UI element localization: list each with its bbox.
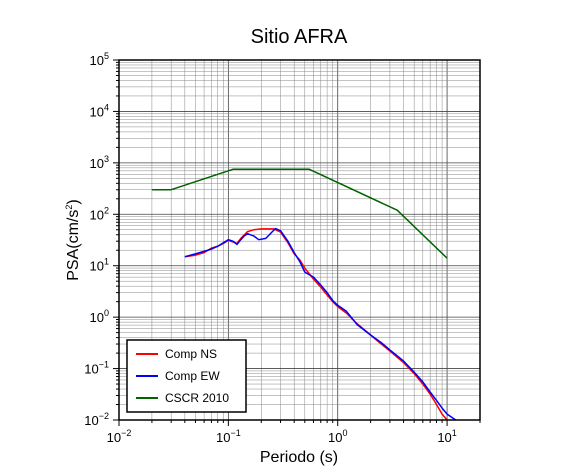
legend-label-cscr: CSCR 2010 <box>165 391 229 405</box>
legend-label-ew: Comp EW <box>165 369 220 383</box>
y-tick-label: 105 <box>90 51 109 68</box>
legend-label-ns: Comp NS <box>165 347 217 361</box>
y-axis-label-close: ) <box>65 199 82 204</box>
y-axis-label-base: PSA(cm/s <box>65 210 82 281</box>
y-tick-label: 10−2 <box>84 411 109 428</box>
y-tick-label: 10−1 <box>84 360 109 377</box>
y-axis-label: PSA(cm/s2) <box>64 199 82 280</box>
chart-title: Sitio AFRA <box>251 26 348 48</box>
x-tick-label: 100 <box>328 428 347 445</box>
series-line-comp-ew <box>184 227 457 421</box>
series-lines <box>151 168 457 421</box>
axis-ticks: 10−2 10−1 100 101 10−2 10−1 100 101 102 103 104 105 <box>84 51 481 445</box>
x-axis-label: Periodo (s) <box>260 449 338 466</box>
x-tick-label: 101 <box>437 428 456 445</box>
y-tick-label: 103 <box>90 154 109 171</box>
y-tick-label: 102 <box>90 205 109 222</box>
y-tick-label: 101 <box>90 257 109 274</box>
y-axis-label-sup: 2 <box>64 205 74 210</box>
y-tick-label: 100 <box>90 308 109 325</box>
y-tick-label: 104 <box>90 102 109 119</box>
plot-frame <box>118 59 481 421</box>
x-tick-label: 10−1 <box>216 428 241 445</box>
x-tick-label: 10−2 <box>107 428 132 445</box>
series-line-cscr-2010 <box>151 168 448 259</box>
legend: Comp NS Comp EW CSCR 2010 <box>126 339 247 413</box>
grid-lines <box>118 59 481 421</box>
